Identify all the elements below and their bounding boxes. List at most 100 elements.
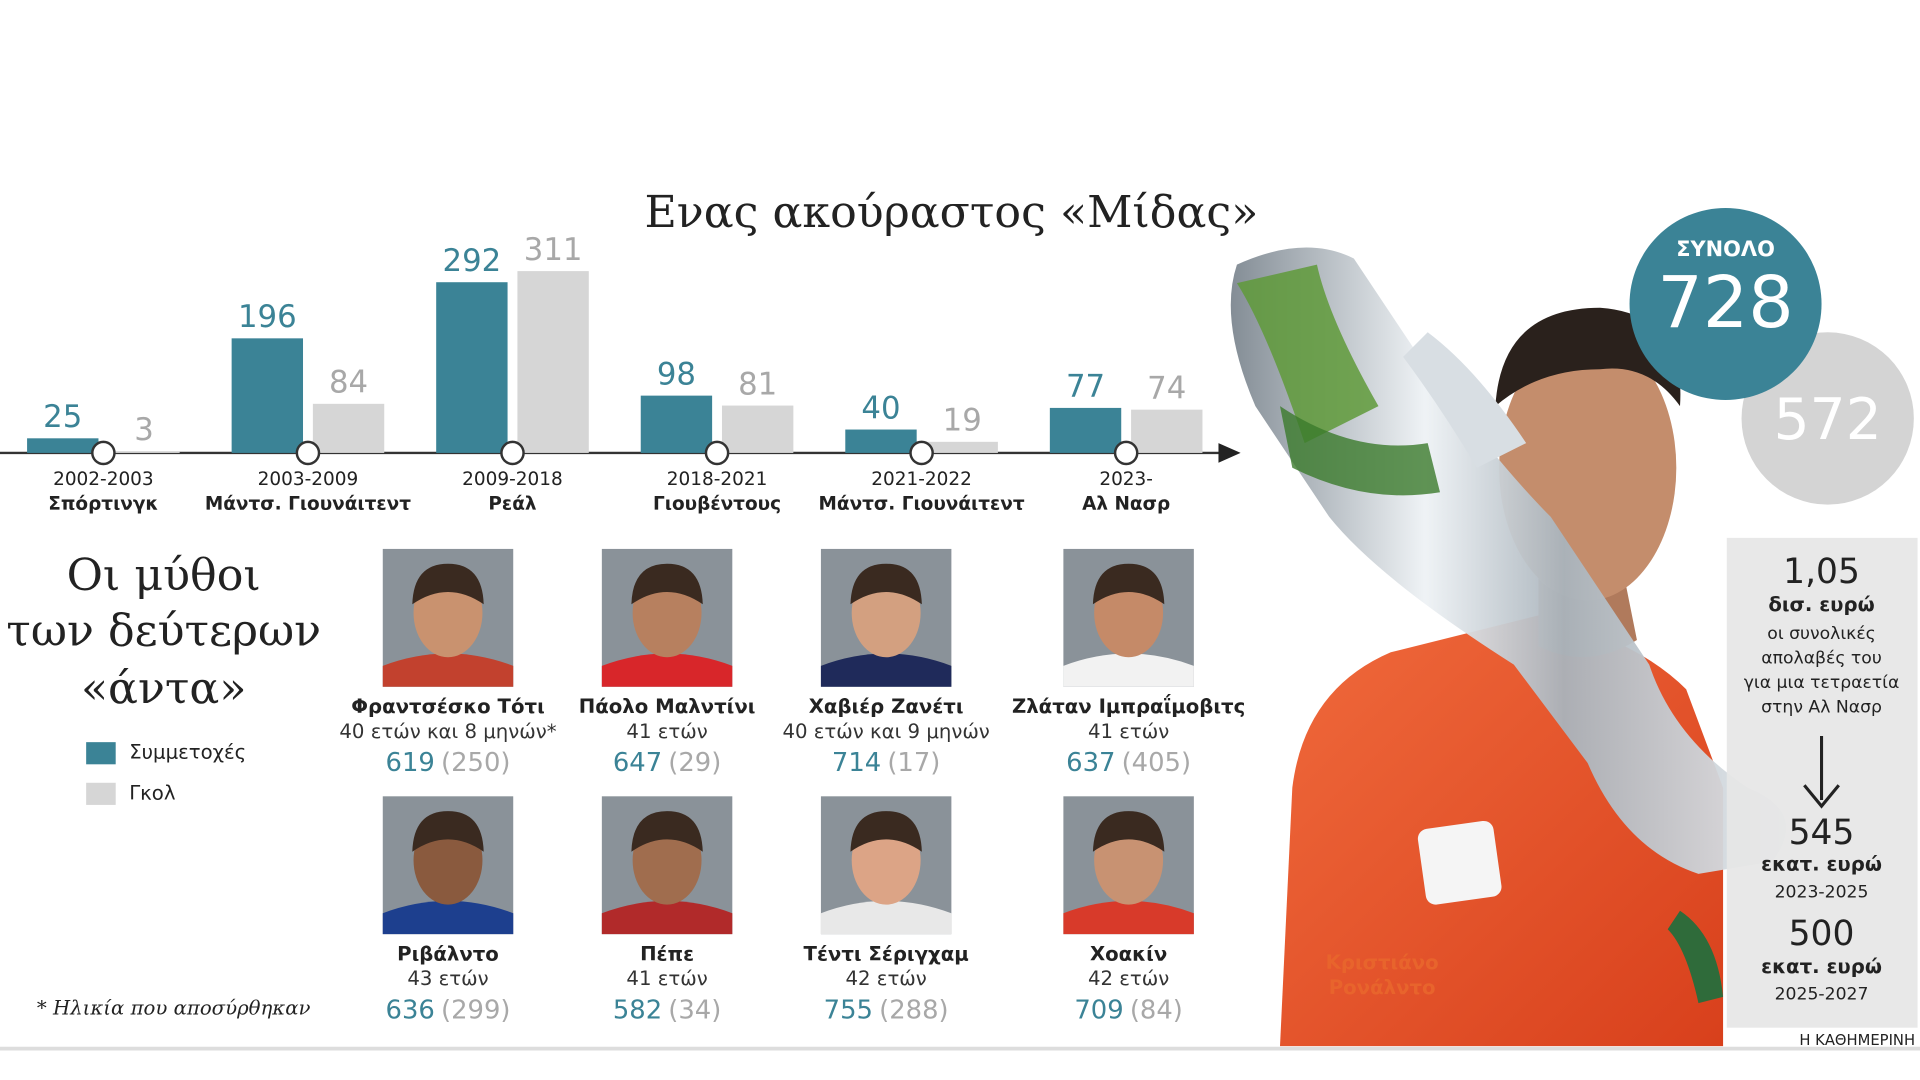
player-stats: 709 (84) — [1074, 995, 1182, 1025]
x-tick-label: 2009-2018 — [462, 469, 563, 490]
player-appearances: 709 — [1074, 995, 1123, 1025]
earnings-first: 545 — [1789, 813, 1855, 853]
bar — [845, 429, 917, 453]
value-label: 292 — [443, 243, 502, 279]
player-hair — [850, 811, 922, 852]
player-name: Τέντι Σέριγχαμ — [804, 943, 969, 966]
earnings-text: απολαβές του — [1761, 648, 1882, 668]
player-shirt — [601, 653, 733, 687]
player-hair — [850, 563, 922, 605]
earnings-text: στην Αλ Νασρ — [1761, 698, 1882, 718]
club-label: Σπόρτινγκ — [48, 494, 158, 515]
value-label: 81 — [738, 366, 777, 402]
total-label: ΣΥΝΟΛΟ — [1676, 237, 1775, 261]
player-name: Φραντσέσκο Τότι — [351, 695, 545, 718]
timeline-marker — [295, 440, 321, 466]
value-label: 19 — [943, 403, 982, 439]
player-name: Ριβάλντο — [397, 943, 499, 966]
x-tick-label: 2003-2009 — [258, 469, 359, 490]
earnings-second: 500 — [1789, 914, 1855, 954]
section-title: των δεύτερων — [6, 605, 321, 656]
player-caption: Κριστιάνο — [1326, 951, 1439, 974]
bar — [1049, 407, 1122, 453]
club-label: Μάντσ. Γιουνάιτεντ — [819, 494, 1025, 515]
player-shirt — [820, 900, 952, 935]
player-age: 40 ετών και 8 μηνών* — [339, 720, 556, 743]
player-stats: 637 (405) — [1066, 748, 1191, 778]
arrow-head — [1803, 784, 1840, 809]
player-goals: (288) — [879, 995, 948, 1025]
player-stats: 636 (299) — [386, 995, 511, 1025]
value-label: 98 — [657, 356, 696, 392]
player-hair — [631, 563, 703, 605]
bar — [312, 403, 385, 453]
section-title: Οι μύθοι — [67, 550, 261, 601]
source: Η ΚΑΘΗΜΕΡΙΝΗ — [1799, 1032, 1915, 1049]
player-appearances: 619 — [386, 748, 435, 778]
earnings-unit: δισ. ευρώ — [1768, 593, 1874, 616]
value-label: 74 — [1147, 370, 1186, 406]
player-stats: 647 (29) — [613, 748, 721, 778]
earnings-unit: εκατ. ευρώ — [1761, 955, 1882, 978]
earnings-period: 2025-2027 — [1775, 984, 1869, 1004]
player-shirt — [382, 900, 514, 935]
player-appearances: 755 — [824, 995, 873, 1025]
legend-label: Συμμετοχές — [129, 741, 246, 764]
timeline-marker — [1113, 440, 1139, 466]
chart-title: Ενας ακούραστος «Μίδας» — [644, 187, 1258, 238]
player-hair — [1092, 811, 1165, 852]
value-label: 84 — [329, 365, 368, 401]
player-goals: (250) — [441, 748, 510, 778]
bar — [231, 338, 304, 453]
player-stats: 755 (288) — [824, 995, 949, 1025]
note: * Ηλικία που αποσύρθηκαν — [37, 997, 311, 1020]
timeline-marker — [91, 440, 116, 466]
bar — [517, 271, 589, 453]
bar — [640, 395, 713, 453]
player-appearances: 636 — [386, 995, 435, 1025]
total-appearances: 728 — [1657, 261, 1793, 344]
player-shirt — [1063, 653, 1194, 687]
player-shirt — [382, 653, 514, 687]
player-age: 42 ετών — [846, 967, 927, 990]
timeline-marker — [704, 440, 730, 466]
club-label: Αλ Νασρ — [1082, 494, 1170, 515]
x-tick-label: 2023- — [1099, 469, 1153, 490]
legend-label: Γκολ — [129, 781, 176, 804]
player-stats: 582 (34) — [613, 995, 721, 1025]
player-name: Χαβιέρ Ζανέτι — [809, 695, 964, 718]
player-goals: (29) — [668, 748, 721, 778]
player-goals: (84) — [1130, 995, 1183, 1025]
player-hair — [631, 811, 703, 852]
timeline-marker — [500, 440, 525, 466]
player-shirt — [1063, 900, 1194, 935]
timeline-arrow — [1218, 443, 1241, 463]
player-hair — [1092, 563, 1165, 605]
value-label: 25 — [43, 399, 82, 435]
player-goals: (34) — [668, 995, 721, 1025]
player-name: Χοακίν — [1090, 943, 1167, 966]
value-label: 40 — [861, 390, 900, 426]
player-name: Πάολο Μαλντίνι — [579, 695, 756, 718]
player-name: Ζλάταν Ιμπραΐμοβιτς — [1012, 693, 1245, 718]
player-appearances: 647 — [613, 748, 662, 778]
player-name: Πέπε — [640, 943, 694, 966]
legend-swatch — [86, 742, 116, 765]
value-label: 196 — [238, 299, 297, 335]
appearances-circle — [1629, 208, 1822, 400]
player-hair — [412, 563, 484, 605]
player-appearances: 582 — [613, 995, 662, 1025]
club-label: Ρεάλ — [488, 494, 536, 515]
total-goals: 572 — [1774, 387, 1882, 453]
player-goals: (17) — [887, 748, 940, 778]
player-age: 41 ετών — [1088, 720, 1169, 743]
bar — [926, 441, 998, 453]
earnings-unit: εκατ. ευρώ — [1761, 853, 1882, 876]
value-label: 77 — [1066, 369, 1105, 405]
bar — [721, 405, 794, 453]
value-label: 3 — [134, 412, 154, 448]
player-shirt — [601, 900, 733, 935]
bar — [1131, 409, 1203, 453]
player-stats: 714 (17) — [832, 748, 940, 778]
